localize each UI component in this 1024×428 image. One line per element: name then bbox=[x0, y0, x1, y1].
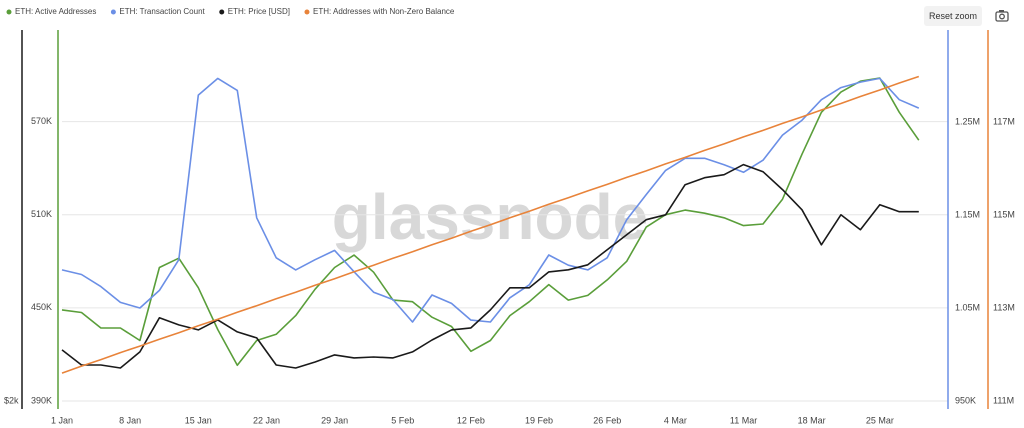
y-tick-label: 570K bbox=[31, 116, 52, 126]
camera-icon[interactable] bbox=[994, 9, 1010, 23]
y-tick-label: 450K bbox=[31, 302, 52, 312]
reset-zoom-button[interactable]: Reset zoom bbox=[924, 6, 982, 26]
y-tick-label: 1.15M bbox=[955, 209, 980, 219]
y-tick-label: 111M bbox=[993, 395, 1014, 405]
series-line bbox=[61, 77, 920, 323]
x-tick-label: 22 Jan bbox=[253, 415, 280, 425]
series-line bbox=[61, 77, 920, 367]
y-tick-label: 390K bbox=[31, 395, 52, 405]
y-tick-label: 115M bbox=[993, 209, 1015, 219]
watermark: glassnode bbox=[332, 181, 649, 253]
legend-label: ETH: Addresses with Non-Zero Balance bbox=[313, 7, 455, 16]
x-tick-label: 1 Jan bbox=[51, 415, 73, 425]
x-tick-label: 29 Jan bbox=[321, 415, 348, 425]
x-tick-label: 12 Feb bbox=[457, 415, 485, 425]
x-tick-label: 11 Mar bbox=[730, 415, 757, 425]
x-tick-label: 19 Feb bbox=[525, 415, 553, 425]
x-tick-label: 18 Mar bbox=[798, 415, 826, 425]
legend-marker bbox=[6, 9, 12, 15]
x-tick-label: 15 Jan bbox=[185, 415, 212, 425]
y-tick-label: $2k bbox=[4, 395, 19, 405]
x-tick-label: 5 Feb bbox=[391, 415, 414, 425]
legend-label: ETH: Active Addresses bbox=[15, 7, 96, 16]
x-tick-label: 25 Mar bbox=[866, 415, 894, 425]
y-tick-label: 113M bbox=[993, 302, 1015, 312]
x-tick-label: 4 Mar bbox=[664, 415, 687, 425]
series-line bbox=[61, 163, 919, 369]
series-line bbox=[61, 75, 920, 374]
y-tick-label: 1.05M bbox=[955, 302, 980, 312]
legend-label: ETH: Price [USD] bbox=[228, 7, 290, 16]
y-tick-label: 117M bbox=[993, 116, 1015, 126]
legend-label: ETH: Transaction Count bbox=[119, 7, 205, 16]
x-tick-label: 26 Feb bbox=[593, 415, 621, 425]
y-tick-label: 950K bbox=[955, 395, 976, 405]
legend-marker bbox=[110, 9, 116, 15]
legend-marker bbox=[219, 9, 225, 15]
x-tick-label: 8 Jan bbox=[119, 415, 141, 425]
legend-marker bbox=[304, 9, 310, 15]
y-tick-label: 510K bbox=[31, 209, 52, 219]
y-tick-label: 1.25M bbox=[955, 116, 980, 126]
